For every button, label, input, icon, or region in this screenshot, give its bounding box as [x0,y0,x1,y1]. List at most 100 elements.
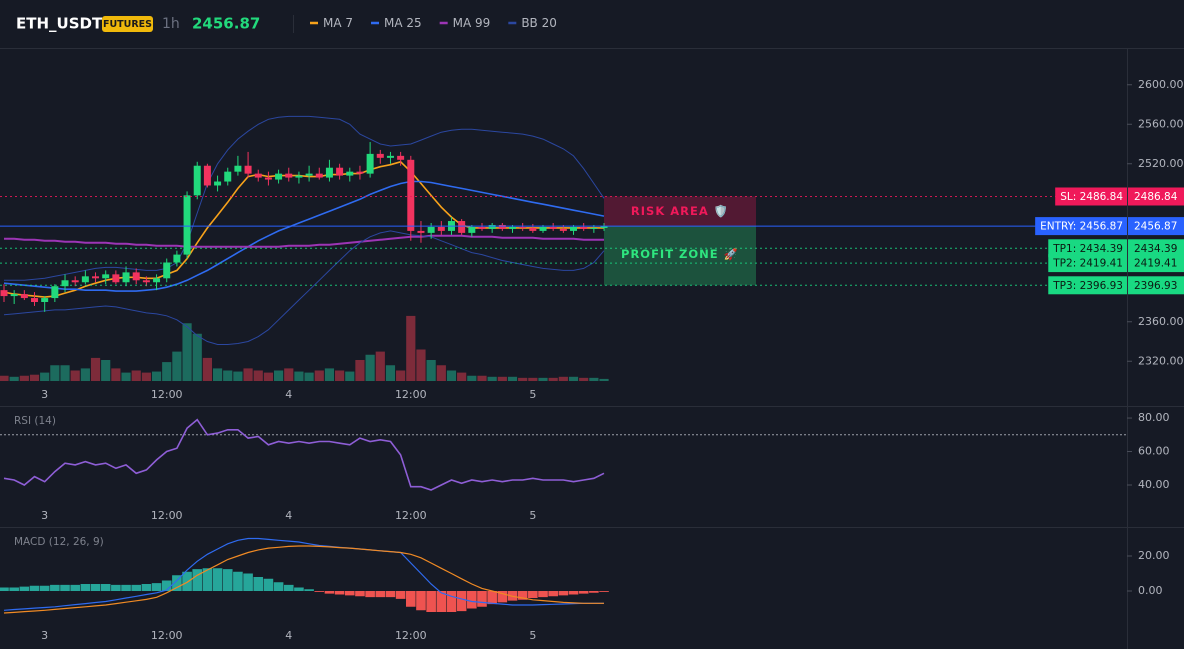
signal-line [3,545,604,614]
histogram-bar [192,569,203,591]
histogram-bar [477,591,487,607]
y-tick-label: 2320.00 [1138,354,1184,367]
candle-body [437,226,445,231]
x-tick-label: 3 [41,388,48,401]
volume-bar [263,372,274,381]
volume-bar [416,349,426,381]
histogram-bar [528,591,538,598]
volume-bar [253,370,263,381]
x-tick-label: 3 [41,629,48,642]
histogram-bar [578,591,589,594]
candle-body [376,153,384,158]
rsi-line [3,418,605,491]
candle-body [51,286,59,299]
legend-label[interactable]: MA 25 [384,16,422,30]
volume-bar [335,370,345,381]
volume-bar [223,370,233,381]
last-price: 2456.87 [192,15,260,33]
histogram-bar [568,591,579,595]
histogram-bar [426,591,436,612]
candle-body [417,230,425,233]
candle-body [397,155,405,160]
candle-body [336,167,344,176]
zone-label: RISK AREA 🛡️ [631,204,729,218]
histogram-bar [70,584,80,591]
volume-bar [0,375,9,381]
candle-body [92,276,100,279]
histogram-bar [233,571,243,591]
badge-bg [102,16,153,32]
interval[interactable]: 1h [162,16,180,32]
volume-bar [304,372,314,381]
candle-body [264,177,272,180]
volume-bar [243,368,253,381]
histogram-bar [111,584,121,591]
legend-label[interactable]: MA 99 [453,16,491,30]
candle-body [468,226,476,233]
histogram-bar [497,591,508,603]
volume-bar [212,368,223,381]
histogram-bar [29,585,40,591]
x-tick-label: 5 [529,629,536,642]
candle-body [529,227,537,231]
volume-bar [121,372,131,381]
y-tick-label: 40.00 [1138,478,1170,491]
volume-bar [518,377,528,381]
histogram-bar [599,591,609,592]
legend-label[interactable]: BB 20 [521,16,557,30]
x-tick-label: 12:00 [395,629,427,642]
candle-body [275,173,283,180]
histogram-bar [212,568,223,591]
legend-label[interactable]: MA 7 [323,16,353,30]
volume-bar [589,377,599,381]
level-label-bg [1048,239,1127,258]
histogram-bar [100,584,111,591]
histogram-bar [151,583,162,591]
volume-bar [182,323,192,381]
volume-bar [558,376,568,381]
y-tick-label: 0.00 [1138,584,1163,597]
candle-body [478,226,486,229]
candle-body [203,165,211,186]
histogram-bar [80,584,91,591]
symbol[interactable]: ETH_USDT [16,15,103,33]
candle-body [458,221,466,233]
histogram-bar [517,591,528,600]
y-tick-label: 2600.00 [1138,78,1184,91]
histogram-bar [324,591,335,594]
volume-bar [548,377,558,381]
x-tick-label: 12:00 [151,629,183,642]
histogram-bar [161,580,172,591]
candle-body [559,228,567,231]
histogram-bar [222,569,233,591]
x-tick-label: 4 [285,629,292,642]
y-tick-label: 2520.00 [1138,157,1184,170]
volume-bar [375,351,385,381]
candle-body [590,227,598,229]
candle-body [295,175,303,178]
bb-upper [4,115,605,281]
volume-bar [497,376,507,381]
pane-title: RSI (14) [14,415,56,427]
x-tick-label: 5 [529,509,536,522]
volume-bar [111,368,121,381]
volume-bar [9,376,19,381]
histogram-bar [589,591,599,593]
volume-bar [19,375,29,381]
histogram-bar [416,591,426,611]
candle-body [427,226,435,233]
candle-body [102,274,110,279]
x-tick-label: 3 [41,509,48,522]
volume-bar [70,370,80,381]
candle-body [366,153,374,174]
price-label: 2456.87 [1134,221,1177,233]
volume-bar [528,377,538,381]
y-tick-label: 60.00 [1138,445,1170,458]
histogram-bar [283,584,294,591]
volume-bar [131,370,141,381]
histogram-bar [273,582,284,591]
histogram-bar [395,591,406,599]
volume-bar [365,354,375,381]
